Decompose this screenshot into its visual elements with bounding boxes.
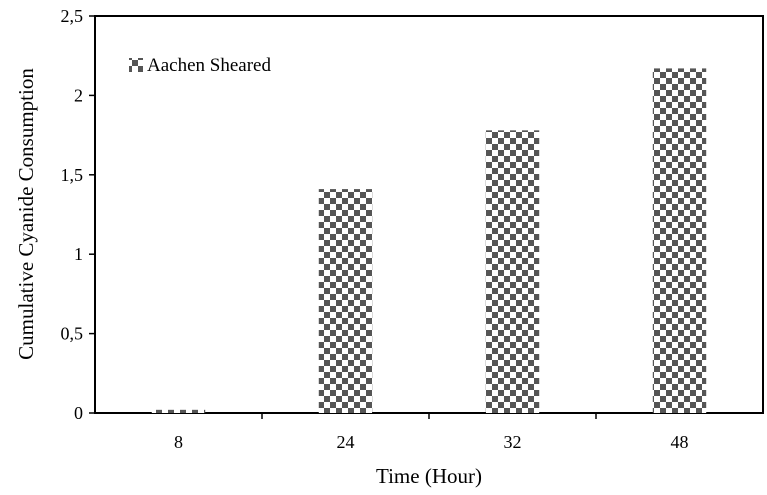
legend-swatch xyxy=(129,58,143,72)
y-axis-title: Cumulative Cyanide Consumption xyxy=(14,68,38,360)
y-tick-label: 0 xyxy=(74,403,83,423)
x-axis-ticks: 8 24 32 48 xyxy=(174,413,689,452)
x-tick-label: 24 xyxy=(337,432,355,452)
legend: Aachen Sheared xyxy=(129,55,271,76)
x-tick-label: 8 xyxy=(174,432,183,452)
y-tick-label: 2 xyxy=(74,85,83,105)
x-tick-label: 32 xyxy=(504,432,522,452)
bar-32 xyxy=(485,130,540,413)
y-tick-label: 2,5 xyxy=(61,6,84,26)
y-axis-ticks: 0 0,5 1 1,5 2 2,5 xyxy=(61,6,95,423)
bar-8 xyxy=(151,409,206,413)
y-tick-label: 1,5 xyxy=(61,165,84,185)
bar-24 xyxy=(318,189,373,413)
legend-label: Aachen Sheared xyxy=(147,55,271,76)
x-axis-title: Time (Hour) xyxy=(376,464,482,488)
bar-48 xyxy=(652,68,707,414)
plot-area: 0 0,5 1 1,5 2 2,5 8 24 32 48 xyxy=(61,6,764,452)
y-tick-label: 1 xyxy=(74,244,83,264)
x-tick-label: 48 xyxy=(671,432,689,452)
y-tick-label: 0,5 xyxy=(61,324,84,344)
bars xyxy=(151,68,707,414)
